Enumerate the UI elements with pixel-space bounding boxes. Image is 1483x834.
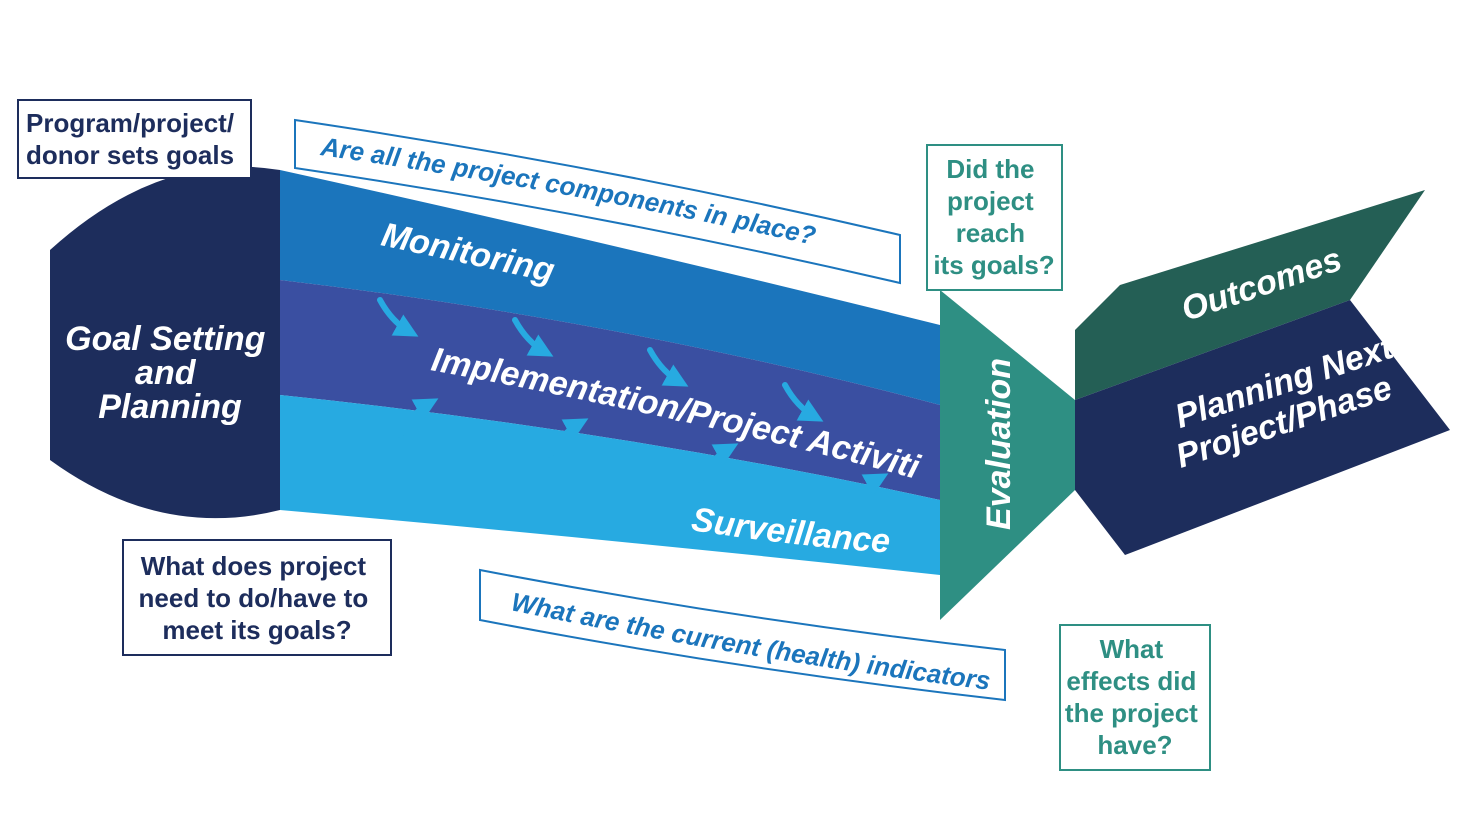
callout-bot-right: What effects did the project have?: [1060, 625, 1210, 770]
svg-text:Evaluation: Evaluation: [980, 358, 1018, 530]
label-evaluation: Evaluation: [980, 358, 1018, 530]
callout-top-right: Did the project reach its goals?: [927, 145, 1062, 290]
svg-text:What does project need t: What does project need to do/have to mee…: [139, 551, 376, 645]
callout-bot-left: What does project need to do/have to mee…: [123, 540, 391, 655]
callout-top-left: Program/project/ donor sets goals: [18, 100, 251, 178]
flow-diagram: Goal Setting and Planning Monitoring Imp…: [0, 0, 1483, 834]
